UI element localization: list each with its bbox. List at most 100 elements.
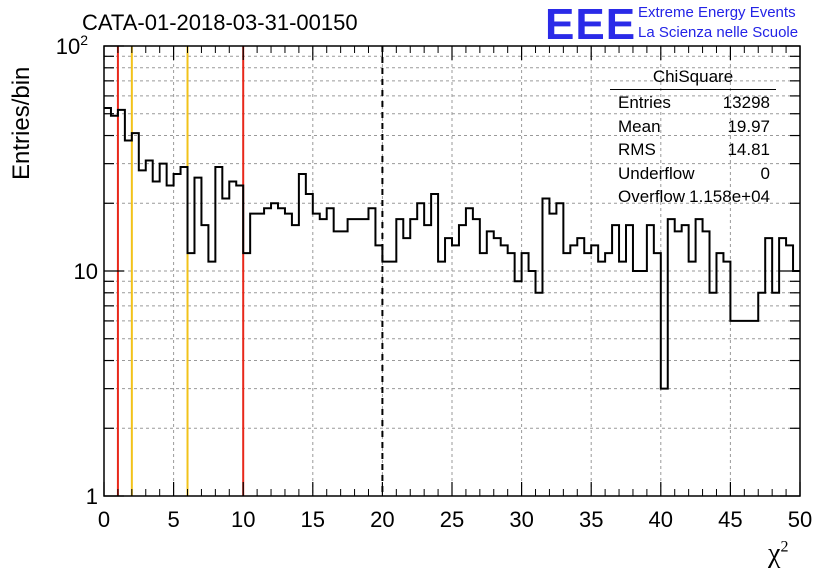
histogram-bin	[459, 225, 466, 496]
histogram-bin	[313, 214, 320, 496]
x-tick-label: 40	[649, 507, 673, 532]
stat-value: 19.97	[727, 116, 770, 136]
grid	[104, 46, 800, 496]
histogram-bin	[487, 231, 494, 496]
x-tick-label: 20	[370, 507, 394, 532]
stat-row-mean: Mean 19.97	[610, 117, 776, 141]
histogram-bin	[549, 214, 556, 496]
histogram-bin	[236, 185, 243, 496]
histogram-bin	[793, 271, 800, 496]
x-tick-label: 50	[788, 507, 812, 532]
histogram-bin	[271, 203, 278, 496]
histogram-bin	[772, 293, 779, 496]
histogram-bin	[285, 214, 292, 496]
stat-key: Mean	[618, 116, 661, 136]
histogram-bin	[355, 219, 362, 496]
histogram-bin	[201, 225, 208, 496]
histogram-bin	[633, 271, 640, 496]
stats-box: ChiSquare Entries 13298 Mean 19.97 RMS 1…	[610, 67, 776, 211]
histogram-bin	[654, 253, 661, 496]
stat-value: 0	[760, 163, 770, 183]
histogram-bin	[703, 231, 710, 496]
histogram-bin	[689, 262, 696, 496]
histogram-bin	[765, 238, 772, 496]
histogram-bin	[570, 245, 577, 496]
histogram-bin	[396, 219, 403, 496]
histogram-bin	[243, 253, 250, 496]
histogram-bin	[389, 262, 396, 496]
y-tick-label: 1	[86, 484, 98, 509]
histogram-bin	[194, 178, 201, 496]
stat-row-rms: RMS 14.81	[610, 140, 776, 164]
histogram-bin	[215, 167, 222, 496]
histogram-series	[104, 107, 800, 390]
stats-title: ChiSquare	[610, 67, 776, 90]
histogram-bin	[522, 253, 529, 496]
histogram-bin	[445, 238, 452, 496]
histogram-bin	[306, 194, 313, 496]
stat-value: 14.81	[727, 140, 770, 159]
histogram-bin	[612, 225, 619, 496]
histogram-bin	[292, 225, 299, 496]
y-tick-label: 102	[56, 32, 88, 59]
histogram-bin	[167, 185, 174, 496]
histogram-bin	[626, 225, 633, 496]
histogram-bin	[125, 141, 132, 496]
histogram-bin	[647, 225, 654, 496]
histogram-bin	[452, 245, 459, 496]
stat-value: 13298	[722, 93, 770, 112]
histogram-bin	[174, 174, 181, 496]
histogram-bin	[779, 238, 786, 496]
histogram-bin	[696, 219, 703, 496]
reference-lines	[104, 46, 800, 496]
stat-key: Overflow	[618, 187, 686, 206]
histogram-bin	[619, 262, 626, 496]
histogram-bin	[710, 293, 717, 496]
stat-key: Entries	[618, 93, 671, 112]
stat-key: Underflow	[618, 163, 695, 183]
histogram-bin	[104, 108, 111, 496]
axis-ticks	[103, 45, 801, 497]
histogram-bin	[529, 271, 536, 496]
histogram-bin	[118, 110, 125, 496]
logo-line-2: La Scienza nelle Scuole	[638, 24, 799, 41]
x-tick-label: 25	[440, 507, 464, 532]
histogram-bin	[299, 174, 306, 496]
histogram-bin	[758, 293, 765, 496]
histogram-bin	[556, 203, 563, 496]
histogram-bin	[473, 219, 480, 496]
histogram-bin	[208, 262, 215, 496]
histogram-bin	[661, 389, 668, 496]
x-tick-label: 15	[301, 507, 325, 532]
stat-row-entries: Entries 13298	[610, 93, 776, 117]
stat-value: 1.158e+04	[689, 187, 770, 206]
histogram-bin	[334, 231, 341, 496]
histogram-bin	[501, 245, 508, 496]
histogram-bin	[139, 170, 146, 496]
histogram-bin	[723, 262, 730, 496]
histogram-bin	[682, 225, 689, 496]
histogram-bin	[730, 321, 737, 496]
stat-key: RMS	[618, 140, 656, 159]
x-tick-label: 0	[98, 507, 110, 532]
histogram-bin	[368, 208, 375, 496]
histogram-bin	[341, 231, 348, 496]
stat-row-overflow: Overflow 1.158e+04	[610, 187, 776, 211]
histogram-bin	[577, 238, 584, 496]
histogram-bin	[132, 133, 139, 496]
histogram-bin	[542, 199, 549, 496]
histogram-bin	[403, 238, 410, 496]
histogram-bin	[675, 231, 682, 496]
histogram-bin	[508, 253, 515, 496]
x-tick-label: 30	[509, 507, 533, 532]
histogram-bin	[153, 181, 160, 496]
histogram-bin	[382, 262, 389, 496]
histogram-bin	[375, 245, 382, 496]
histogram-bin	[348, 219, 355, 496]
histogram-bin	[744, 321, 751, 496]
x-axis-label: χ2	[768, 538, 789, 569]
x-tick-label: 35	[579, 507, 603, 532]
y-axis-label: Entries/bin	[8, 66, 35, 180]
histogram-bin	[327, 208, 334, 496]
histogram-bin	[278, 208, 285, 496]
